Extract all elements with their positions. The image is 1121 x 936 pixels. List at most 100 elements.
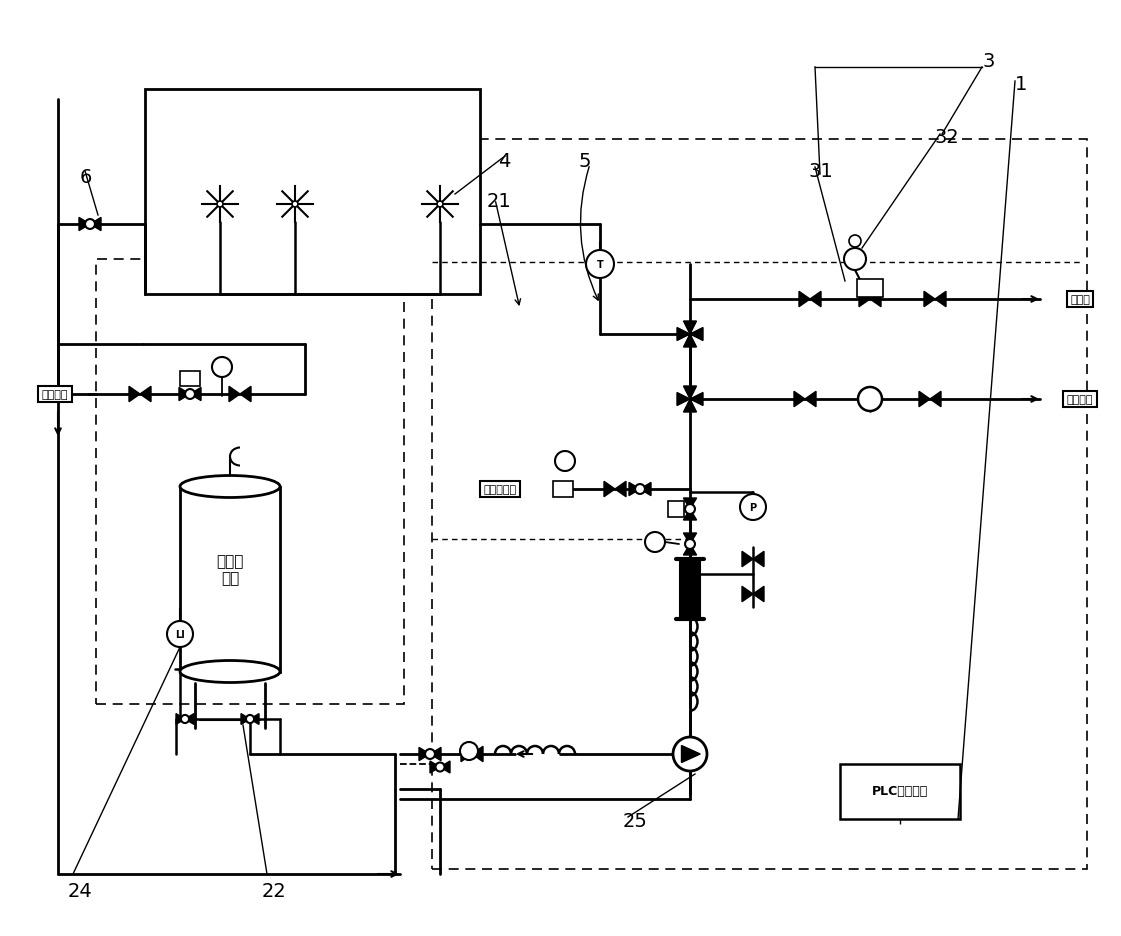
Polygon shape [684, 322, 696, 335]
Polygon shape [691, 393, 703, 406]
Polygon shape [684, 335, 696, 347]
Polygon shape [684, 545, 696, 555]
Bar [96, 259, 404, 704]
Circle shape [291, 202, 298, 208]
Circle shape [555, 451, 575, 472]
Circle shape [167, 622, 193, 648]
Polygon shape [682, 746, 701, 763]
Polygon shape [640, 483, 651, 496]
Polygon shape [684, 387, 696, 400]
Polygon shape [185, 714, 194, 724]
Text: 清洗液
储罐: 清洗液 储罐 [216, 553, 243, 586]
Polygon shape [441, 761, 450, 773]
Polygon shape [419, 748, 430, 761]
Polygon shape [140, 387, 151, 402]
Circle shape [460, 742, 478, 760]
Bar [680, 560, 700, 620]
Polygon shape [794, 392, 805, 407]
Circle shape [636, 485, 645, 494]
Circle shape [645, 533, 665, 552]
Polygon shape [430, 761, 441, 773]
Polygon shape [461, 747, 472, 762]
Polygon shape [810, 292, 821, 307]
Text: 6: 6 [80, 168, 92, 187]
Ellipse shape [180, 476, 280, 498]
Polygon shape [684, 509, 696, 520]
Text: 4: 4 [498, 152, 510, 170]
Circle shape [740, 494, 766, 520]
Polygon shape [684, 499, 696, 509]
Polygon shape [78, 218, 90, 231]
Polygon shape [930, 392, 941, 407]
Polygon shape [615, 482, 626, 497]
Text: 3: 3 [982, 51, 994, 71]
Polygon shape [924, 292, 935, 307]
Circle shape [185, 389, 195, 400]
Circle shape [437, 202, 443, 208]
Circle shape [217, 202, 223, 208]
Polygon shape [742, 587, 753, 602]
Circle shape [685, 505, 695, 515]
Polygon shape [919, 392, 930, 407]
Polygon shape [176, 714, 185, 724]
Bar [856, 280, 883, 298]
Polygon shape [472, 747, 483, 762]
Text: 25: 25 [623, 812, 648, 830]
Circle shape [212, 358, 232, 377]
Polygon shape [179, 388, 189, 402]
Text: LI: LI [175, 629, 185, 639]
Circle shape [849, 236, 861, 248]
Polygon shape [753, 551, 765, 567]
Text: 蔓汽凝水: 蔓汽凝水 [1067, 395, 1093, 404]
Polygon shape [677, 393, 691, 406]
Bar [180, 372, 200, 387]
Circle shape [844, 249, 867, 271]
Text: 21: 21 [487, 192, 512, 211]
Text: 22: 22 [262, 881, 287, 900]
Polygon shape [677, 329, 691, 341]
Text: 32: 32 [934, 128, 958, 147]
Ellipse shape [180, 661, 280, 682]
Polygon shape [189, 388, 201, 402]
Polygon shape [684, 400, 696, 413]
Circle shape [180, 715, 189, 724]
Polygon shape [742, 551, 753, 567]
Text: T: T [596, 259, 603, 270]
Circle shape [425, 749, 435, 759]
Polygon shape [805, 392, 816, 407]
Polygon shape [684, 534, 696, 545]
Polygon shape [241, 714, 250, 724]
Polygon shape [250, 714, 259, 724]
Text: 接低压氮气: 接低压氮气 [483, 485, 517, 494]
Text: 接清洗液: 接清洗液 [41, 389, 68, 400]
Circle shape [673, 738, 707, 771]
Polygon shape [691, 329, 703, 341]
Polygon shape [935, 292, 946, 307]
Polygon shape [229, 387, 240, 402]
Polygon shape [129, 387, 140, 402]
Bar [145, 90, 480, 295]
Polygon shape [870, 292, 881, 307]
Bar [180, 487, 280, 672]
Text: 31: 31 [808, 162, 833, 181]
Bar [553, 481, 573, 497]
Polygon shape [753, 587, 765, 602]
Polygon shape [859, 292, 870, 307]
Bar [668, 502, 684, 518]
Circle shape [685, 539, 695, 549]
Text: 5: 5 [578, 152, 591, 170]
Polygon shape [240, 387, 251, 402]
Circle shape [85, 220, 95, 229]
Circle shape [586, 251, 614, 279]
Text: P: P [750, 503, 757, 512]
Text: 1: 1 [1015, 75, 1027, 94]
Polygon shape [799, 292, 810, 307]
Text: 24: 24 [68, 881, 93, 900]
Polygon shape [629, 483, 640, 496]
Text: 接蔓汽: 接蔓汽 [1071, 295, 1090, 305]
Bar [432, 139, 1087, 869]
Bar [840, 764, 960, 819]
Circle shape [435, 763, 445, 771]
Polygon shape [604, 482, 615, 497]
Polygon shape [430, 748, 441, 761]
